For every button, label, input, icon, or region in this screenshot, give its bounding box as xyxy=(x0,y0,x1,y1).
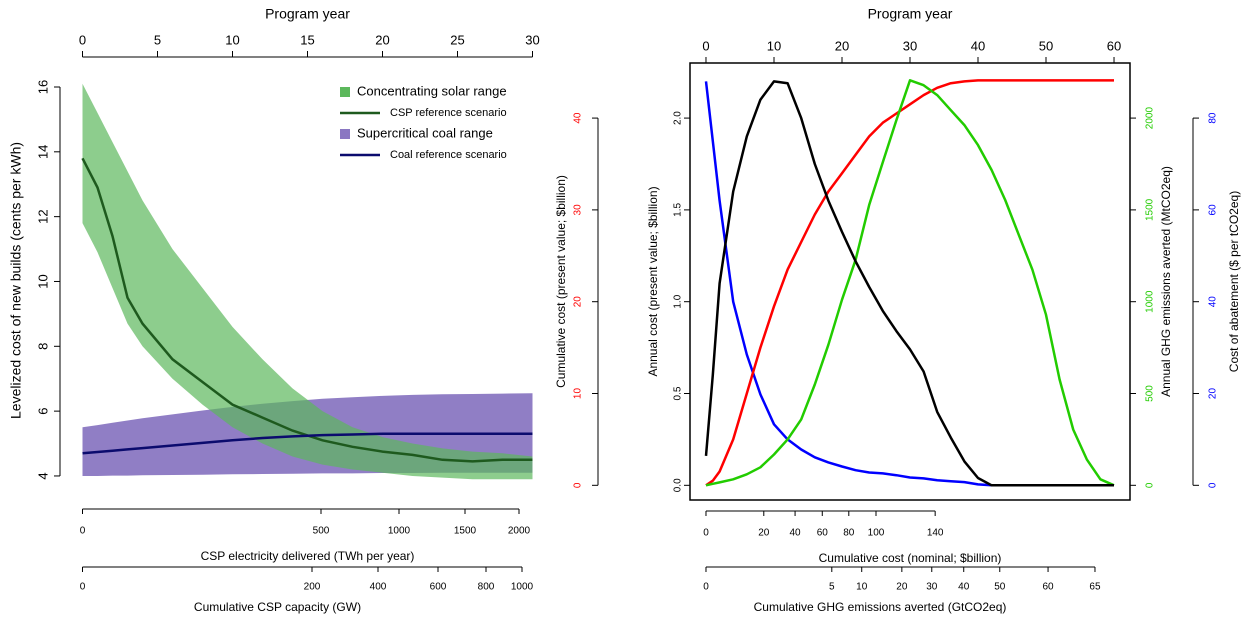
y-tick-label: 6 xyxy=(35,408,50,415)
bottom-tick-label: 0 xyxy=(703,528,709,539)
top-tick-label: 25 xyxy=(450,32,464,47)
bottom-tick-label: 600 xyxy=(430,582,447,593)
top-tick-label: 0 xyxy=(702,38,709,53)
top-tick-label: 30 xyxy=(525,32,539,47)
bottom-tick-label: 40 xyxy=(790,528,802,539)
bottom-tick-label: 20 xyxy=(758,528,770,539)
bottom-tick-label: 0 xyxy=(80,582,86,593)
y-tick-label: 8 xyxy=(35,343,50,350)
bottom-tick-label: 200 xyxy=(304,582,321,593)
top-tick-label: 50 xyxy=(1039,38,1053,53)
top-tick-label: 10 xyxy=(767,38,781,53)
bottom-tick-label: 30 xyxy=(926,582,938,593)
y-tick-label: 0.0 xyxy=(673,478,684,492)
y-tick-label: 40 xyxy=(1208,296,1219,308)
series-line xyxy=(705,79,1114,487)
top-tick-label: 0 xyxy=(79,32,86,47)
top-tick-label: 5 xyxy=(154,32,161,47)
top-axis-title: Program year xyxy=(265,6,350,22)
y-tick-label: 12 xyxy=(35,209,50,223)
y-tick-label: 0.5 xyxy=(673,386,684,400)
series-line xyxy=(705,79,1115,487)
y-axis-title: Annual GHG emissions averted (MtCO2eq) xyxy=(1159,166,1173,397)
bottom-axis-title: Cumulative cost (nominal; $billion) xyxy=(819,551,1002,565)
series-line xyxy=(704,81,1114,487)
bottom-tick-label: 60 xyxy=(1042,582,1054,593)
top-tick-label: 20 xyxy=(835,38,849,53)
y-tick-label: 2.0 xyxy=(673,111,684,125)
y-tick-label: 1.0 xyxy=(673,294,684,308)
bottom-axis-title: CSP electricity delivered (TWh per year) xyxy=(201,549,415,563)
bottom-axis-title: Cumulative GHG emissions averted (GtCO2e… xyxy=(754,600,1007,614)
bottom-axis-title: Cumulative CSP capacity (GW) xyxy=(194,600,361,614)
legend-label: Supercritical coal range xyxy=(357,125,493,140)
legend-label: Coal reference scenario xyxy=(390,149,507,161)
y-tick-label: 14 xyxy=(35,145,50,159)
y-tick-label: 10 xyxy=(35,274,50,288)
y-axis-title: Cumulative cost (present value; $billion… xyxy=(554,175,568,388)
y-tick-label: 2000 xyxy=(1145,107,1156,130)
bottom-tick-label: 80 xyxy=(843,528,855,539)
y-tick-label: 4 xyxy=(35,472,50,479)
bottom-tick-label: 65 xyxy=(1089,582,1101,593)
top-tick-label: 40 xyxy=(971,38,985,53)
y-tick-label: 10 xyxy=(573,388,584,400)
range-band xyxy=(82,83,533,480)
legend-label: Concentrating solar range xyxy=(357,83,507,98)
y-axis-title: Levelized cost of new builds (cents per … xyxy=(8,142,24,419)
plot-frame xyxy=(689,62,1131,501)
y-tick-label: 1.5 xyxy=(673,203,684,217)
reference-line xyxy=(82,432,533,455)
y-tick-label: 30 xyxy=(573,204,584,216)
bottom-tick-label: 60 xyxy=(817,528,829,539)
y-axis-title: Cost of abatement ($ per tCO2eq) xyxy=(1227,191,1241,372)
top-tick-label: 60 xyxy=(1107,38,1121,53)
bottom-tick-label: 100 xyxy=(868,528,885,539)
bottom-tick-label: 0 xyxy=(703,582,709,593)
y-tick-label: 0 xyxy=(1208,482,1219,488)
y-tick-label: 500 xyxy=(1145,385,1156,402)
top-tick-label: 30 xyxy=(903,38,917,53)
y-tick-label: 20 xyxy=(573,296,584,308)
top-tick-label: 10 xyxy=(225,32,239,47)
y-axis-title: Annual cost (present value; $billion) xyxy=(646,186,660,376)
legend-swatch xyxy=(340,129,350,139)
top-tick-label: 15 xyxy=(300,32,314,47)
bottom-tick-label: 10 xyxy=(856,582,868,593)
y-tick-label: 80 xyxy=(1208,112,1219,124)
bottom-tick-label: 500 xyxy=(313,526,330,537)
y-tick-label: 20 xyxy=(1208,388,1219,400)
bottom-tick-label: 2000 xyxy=(508,526,531,537)
bottom-tick-label: 140 xyxy=(927,528,944,539)
bottom-tick-label: 800 xyxy=(478,582,495,593)
bottom-tick-label: 0 xyxy=(80,526,86,537)
bottom-tick-label: 50 xyxy=(994,582,1006,593)
top-tick-label: 20 xyxy=(375,32,389,47)
reference-line xyxy=(81,157,533,463)
y-tick-label: 40 xyxy=(573,112,584,124)
top-axis-title: Program year xyxy=(868,6,953,22)
legend-label: CSP reference scenario xyxy=(390,107,507,119)
y-tick-label: 1500 xyxy=(1145,198,1156,221)
bottom-tick-label: 40 xyxy=(958,582,970,593)
y-tick-label: 60 xyxy=(1208,204,1219,216)
bottom-tick-label: 5 xyxy=(829,582,835,593)
bottom-tick-label: 1500 xyxy=(454,526,477,537)
y-tick-label: 0 xyxy=(1145,482,1156,488)
y-tick-label: 1000 xyxy=(1145,290,1156,313)
bottom-tick-label: 400 xyxy=(370,582,387,593)
bottom-tick-label: 1000 xyxy=(388,526,411,537)
bottom-tick-label: 1000 xyxy=(511,582,534,593)
series-line xyxy=(704,80,1114,487)
legend-swatch xyxy=(340,87,350,97)
bottom-tick-label: 20 xyxy=(896,582,908,593)
y-tick-label: 0 xyxy=(573,482,584,488)
y-tick-label: 16 xyxy=(35,80,50,94)
